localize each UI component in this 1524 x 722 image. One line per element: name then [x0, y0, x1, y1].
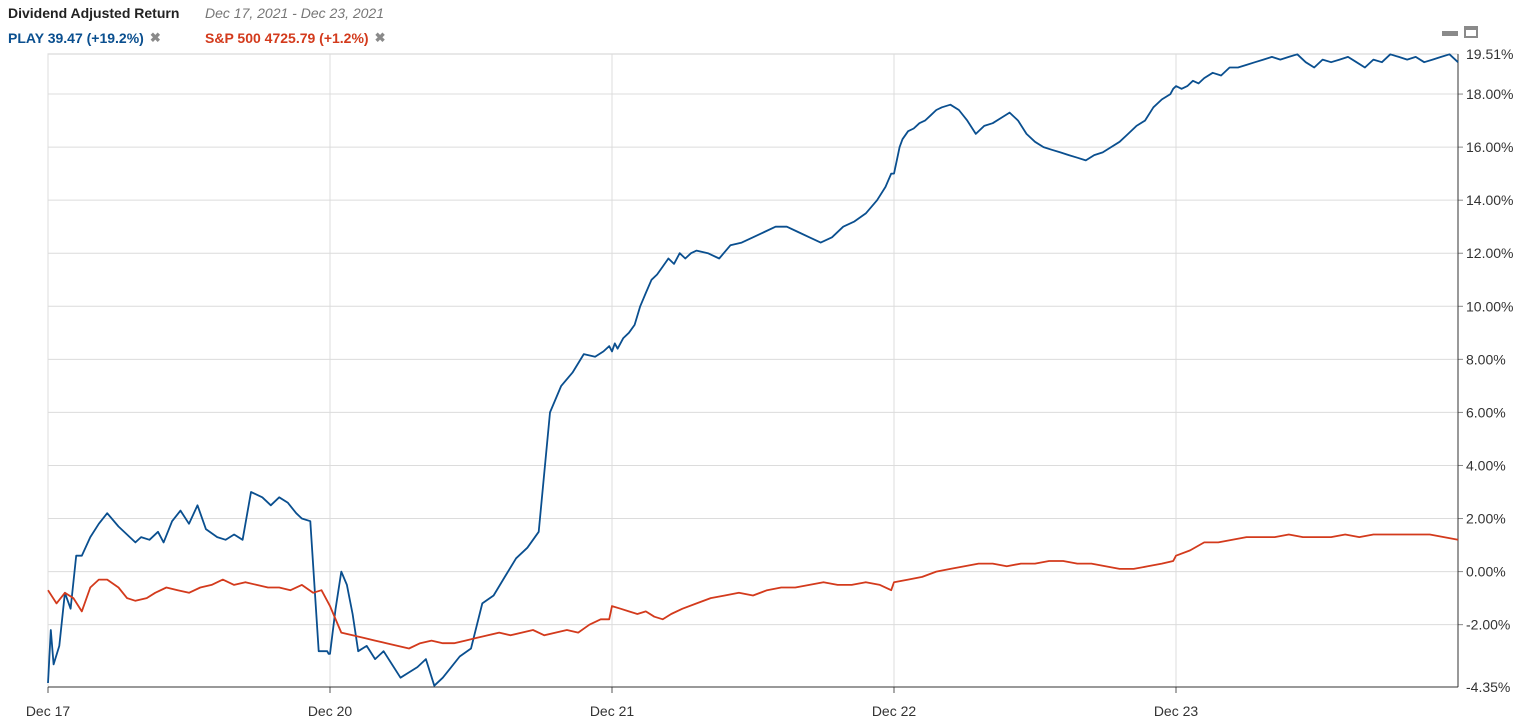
- y-max-label: 19.51%: [1466, 46, 1513, 62]
- series-line-s-p-500: [47, 533, 1459, 650]
- y-tick-label: 8.00%: [1466, 351, 1506, 367]
- y-tick-label: 2.00%: [1466, 511, 1506, 527]
- remove-series-icon[interactable]: ✖: [149, 30, 161, 45]
- x-tick-label: Dec 21: [590, 703, 635, 719]
- y-tick-label: 18.00%: [1466, 86, 1513, 102]
- legend-label-sp500: S&P 500 4725.79 (+1.2%): [205, 30, 369, 46]
- window-controls: [1442, 26, 1478, 38]
- x-tick-label: Dec 22: [872, 703, 917, 719]
- y-tick-label: 16.00%: [1466, 139, 1513, 155]
- legend-label-play: PLAY 39.47 (+19.2%): [8, 30, 144, 46]
- y-tick-label: 0.00%: [1466, 564, 1506, 580]
- y-tick-label: 12.00%: [1466, 245, 1513, 261]
- y-tick-label: -2.00%: [1466, 617, 1510, 633]
- y-tick-label: 6.00%: [1466, 404, 1506, 420]
- x-tick-label: Dec 20: [308, 703, 353, 719]
- series-line-play: [47, 53, 1459, 687]
- y-min-label: -4.35%: [1466, 679, 1510, 695]
- remove-series-icon[interactable]: ✖: [374, 30, 386, 45]
- y-tick-label: 4.00%: [1466, 457, 1506, 473]
- legend-item-sp500[interactable]: S&P 500 4725.79 (+1.2%) ✖: [205, 30, 385, 46]
- date-range: Dec 17, 2021 - Dec 23, 2021: [205, 5, 385, 21]
- y-tick-label: 14.00%: [1466, 192, 1513, 208]
- x-tick-label: Dec 23: [1154, 703, 1199, 719]
- plot-area: [47, 53, 1459, 688]
- maximize-icon[interactable]: [1464, 26, 1478, 38]
- chart-title: Dividend Adjusted Return: [8, 5, 180, 21]
- legend-item-play[interactable]: PLAY 39.47 (+19.2%) ✖: [8, 30, 161, 46]
- x-tick-label: Dec 17: [26, 703, 71, 719]
- y-tick-label: 10.00%: [1466, 298, 1513, 314]
- minimize-icon[interactable]: [1442, 31, 1458, 36]
